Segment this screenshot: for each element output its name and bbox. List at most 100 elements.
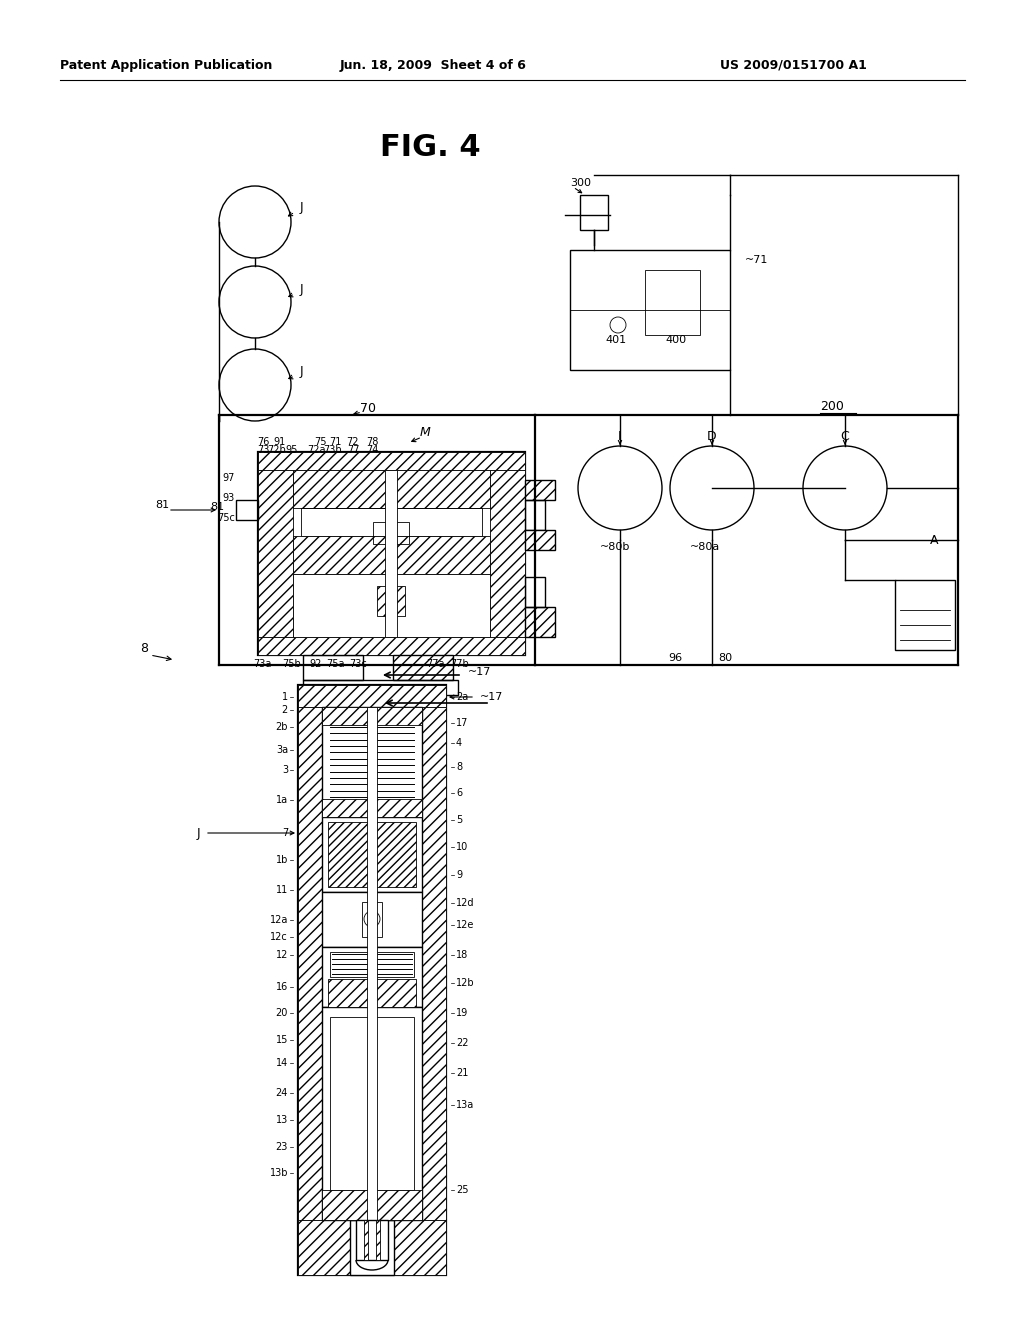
- Bar: [350, 1220, 394, 1275]
- Bar: [322, 892, 422, 946]
- Bar: [258, 470, 293, 638]
- Bar: [367, 708, 377, 1220]
- Bar: [303, 680, 458, 696]
- Text: 97: 97: [222, 473, 234, 483]
- Bar: [258, 451, 525, 655]
- Bar: [377, 586, 406, 616]
- Text: ~80a: ~80a: [690, 543, 720, 552]
- Bar: [322, 946, 422, 1007]
- Text: 22: 22: [456, 1038, 469, 1048]
- Bar: [422, 708, 446, 1220]
- Text: 1: 1: [282, 692, 288, 702]
- Text: US 2009/0151700 A1: US 2009/0151700 A1: [720, 58, 867, 71]
- Text: 19: 19: [456, 1008, 468, 1018]
- Text: 93: 93: [223, 492, 234, 503]
- Text: 16: 16: [275, 982, 288, 993]
- Text: 8: 8: [456, 762, 462, 772]
- Bar: [298, 685, 446, 708]
- Bar: [356, 1220, 388, 1261]
- Text: 12a: 12a: [269, 915, 288, 925]
- Text: 77a: 77a: [426, 659, 444, 669]
- Text: 77: 77: [347, 445, 359, 455]
- Bar: [293, 574, 490, 638]
- Bar: [236, 500, 258, 520]
- Text: 1b: 1b: [275, 855, 288, 865]
- Text: 200: 200: [820, 400, 844, 413]
- Text: 95: 95: [286, 445, 298, 455]
- Text: 1a: 1a: [275, 795, 288, 805]
- Bar: [393, 655, 453, 680]
- Bar: [298, 708, 322, 1220]
- Text: 91: 91: [272, 437, 285, 447]
- Bar: [362, 902, 382, 937]
- Text: 70: 70: [360, 401, 376, 414]
- Bar: [293, 536, 490, 574]
- Text: I: I: [618, 429, 622, 442]
- Bar: [322, 1007, 422, 1220]
- Text: 13a: 13a: [456, 1100, 474, 1110]
- Text: 92: 92: [310, 659, 323, 669]
- Text: 300: 300: [570, 178, 591, 187]
- Text: FIG. 4: FIG. 4: [380, 133, 480, 162]
- Text: 73: 73: [257, 445, 269, 455]
- Text: 23: 23: [275, 1142, 288, 1152]
- Text: 401: 401: [605, 335, 626, 345]
- Text: 3: 3: [282, 766, 288, 775]
- Text: 3a: 3a: [275, 744, 288, 755]
- Text: M: M: [420, 425, 431, 438]
- Text: 6: 6: [456, 788, 462, 799]
- Text: 73a: 73a: [253, 659, 271, 669]
- Bar: [322, 708, 422, 725]
- Circle shape: [364, 911, 380, 927]
- Text: 8: 8: [140, 642, 148, 655]
- Bar: [322, 1191, 422, 1220]
- Bar: [258, 638, 525, 655]
- Text: 11: 11: [275, 884, 288, 895]
- Text: 13b: 13b: [269, 1168, 288, 1177]
- Text: ~71: ~71: [745, 255, 768, 265]
- Text: 15: 15: [275, 1035, 288, 1045]
- Bar: [330, 952, 414, 977]
- Text: 12: 12: [275, 950, 288, 960]
- Bar: [525, 607, 555, 638]
- Text: 5: 5: [456, 814, 462, 825]
- Text: 76: 76: [257, 437, 269, 447]
- Text: 9: 9: [456, 870, 462, 880]
- Text: J: J: [197, 826, 200, 840]
- Bar: [580, 195, 608, 230]
- Text: 81: 81: [210, 502, 224, 512]
- Text: 12e: 12e: [456, 920, 474, 931]
- Text: 20: 20: [275, 1008, 288, 1018]
- Text: ~80b: ~80b: [600, 543, 631, 552]
- Bar: [364, 1220, 368, 1261]
- Bar: [298, 1220, 446, 1275]
- Text: 75b: 75b: [283, 659, 301, 669]
- Text: 400: 400: [665, 335, 686, 345]
- Text: 72: 72: [346, 437, 358, 447]
- Bar: [303, 655, 362, 680]
- Bar: [570, 249, 730, 370]
- Text: 80: 80: [718, 653, 732, 663]
- Bar: [298, 685, 446, 1275]
- Text: 77b: 77b: [451, 659, 469, 669]
- Text: C: C: [841, 429, 849, 442]
- Text: 13: 13: [275, 1115, 288, 1125]
- Text: 12c: 12c: [270, 932, 288, 942]
- Text: 73c: 73c: [349, 659, 367, 669]
- Bar: [645, 271, 700, 335]
- Bar: [895, 579, 955, 649]
- Text: 74: 74: [366, 445, 378, 455]
- Text: D: D: [708, 429, 717, 442]
- Bar: [322, 708, 422, 817]
- Text: ~17: ~17: [480, 692, 504, 702]
- Text: 25: 25: [456, 1185, 469, 1195]
- Text: 73b: 73b: [324, 445, 342, 455]
- Text: 2a: 2a: [456, 692, 468, 702]
- Bar: [490, 470, 525, 638]
- Text: 7: 7: [282, 828, 288, 838]
- Text: Jun. 18, 2009  Sheet 4 of 6: Jun. 18, 2009 Sheet 4 of 6: [340, 58, 527, 71]
- Text: 72a: 72a: [307, 445, 326, 455]
- Text: J: J: [300, 366, 304, 379]
- Text: J: J: [300, 202, 304, 214]
- Text: 14: 14: [275, 1059, 288, 1068]
